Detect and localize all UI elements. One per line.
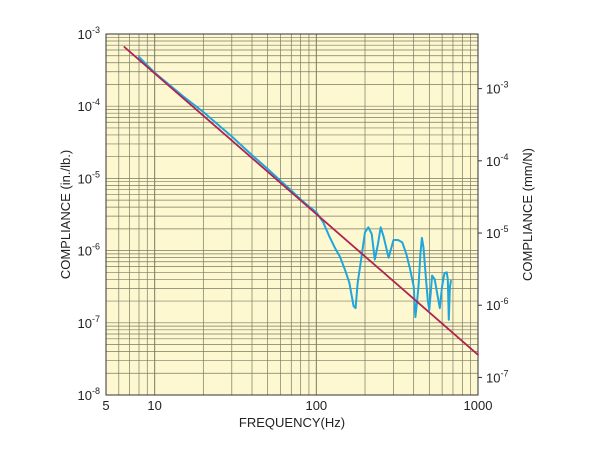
y2-tick-label: 10-5 [486,224,508,241]
y2-axis-title: COMPLIANCE (mm/N) [520,148,535,281]
x-tick-labels: 5 10 100 1000 [102,398,492,413]
x-tick-label: 1000 [464,398,493,413]
y2-tick-labels: 10-3 10-4 10-5 10-6 10-7 [478,80,508,385]
y-tick-label: 10-8 [78,386,100,403]
y-tick-labels: 10-3 10-4 10-5 10-6 10-7 10-8 [78,25,100,403]
y2-tick-label: 10-6 [486,296,508,313]
y-tick-label: 10-7 [78,314,100,331]
y-tick-label: 10-5 [78,169,100,186]
theoretical-line [123,46,479,356]
x-tick-label: 100 [305,398,327,413]
series-layer [123,46,479,356]
y2-tick-label: 10-3 [486,80,508,97]
plot-background [106,34,478,395]
y-axis-title: COMPLIANCE (in./lb.) [58,150,73,279]
plot-frame [105,33,479,396]
x-axis-title: FREQUENCY(Hz) [239,415,345,430]
y-tick-label: 10-4 [78,97,100,114]
grid-lines [105,34,479,396]
x-tick-label: 5 [102,398,109,413]
y-tick-label: 10-6 [78,242,100,259]
y-tick-label: 10-3 [78,25,100,42]
y2-tick-label: 10-7 [486,368,508,385]
x-tick-label: 10 [147,398,161,413]
y2-tick-label: 10-4 [486,152,508,169]
